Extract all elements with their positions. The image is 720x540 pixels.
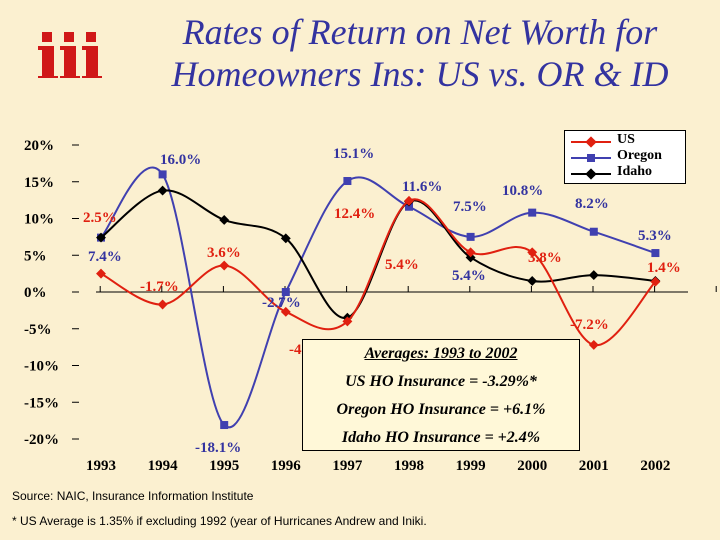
data-label: 15.1% — [333, 146, 374, 162]
footnote: * US Average is 1.35% if excluding 1992 … — [12, 514, 427, 528]
legend-label-us: US — [617, 132, 635, 147]
data-point-oregon — [651, 249, 660, 258]
data-label: 2.5% — [83, 210, 117, 226]
data-point-us — [465, 247, 476, 258]
data-label: 11.6% — [402, 179, 442, 195]
data-label: -2.7% — [262, 295, 301, 311]
x-tick-label: 1995 — [209, 458, 239, 474]
y-tick-label: -15% — [24, 395, 59, 411]
data-point-oregon — [281, 288, 290, 296]
legend-label-oregon: Oregon — [617, 148, 662, 163]
data-point-us — [219, 260, 230, 271]
y-tick-label: 5% — [24, 248, 47, 264]
data-point-us — [280, 306, 291, 317]
data-label: 7.4% — [88, 249, 122, 265]
data-point-oregon — [528, 208, 537, 217]
series-line-idaho — [100, 189, 656, 319]
x-tick-label: 1996 — [271, 458, 302, 474]
y-tick-label: 10% — [24, 212, 54, 228]
data-label: -7.2% — [570, 317, 609, 333]
data-point-oregon — [343, 177, 352, 186]
legend-label-idaho: Idaho — [617, 164, 653, 179]
data-label: 10.8% — [502, 183, 543, 199]
data-label: 3.6% — [207, 245, 241, 261]
y-tick-label: 15% — [24, 175, 54, 191]
data-label: 7.5% — [453, 199, 487, 215]
legend-marker-us — [571, 136, 611, 148]
data-point-idaho — [96, 232, 106, 243]
data-point-oregon — [466, 232, 475, 241]
data-label: -4 — [289, 342, 302, 358]
data-point-oregon — [405, 202, 413, 211]
y-tick-label: 0% — [24, 285, 47, 301]
data-point-idaho — [465, 252, 476, 263]
data-label: 5.4% — [385, 257, 419, 273]
averages-idaho: Idaho HO Insurance = +2.4% — [341, 429, 541, 446]
chart-title-line-2: Homeowners Ins: US vs. OR & ID — [171, 54, 669, 94]
legend: US Oregon Idaho — [564, 130, 686, 184]
x-tick-label: 1993 — [86, 458, 116, 474]
x-tick-label: 1998 — [394, 458, 424, 474]
averages-oregon: Oregon HO Insurance = +6.1% — [336, 401, 546, 418]
data-label: 12.4% — [334, 206, 375, 222]
y-tick-label: -10% — [24, 359, 59, 375]
data-label: 5.4% — [452, 268, 486, 284]
data-label: 3.8% — [528, 250, 562, 266]
data-point-us — [650, 276, 661, 287]
data-label: -1.7% — [140, 279, 179, 295]
chart-title-line-1: Rates of Return on Net Worth for — [182, 12, 658, 52]
data-point-oregon — [158, 170, 167, 179]
data-point-us — [527, 247, 538, 258]
data-point-oregon — [220, 421, 229, 430]
data-label: 5.3% — [638, 228, 672, 244]
data-label: 8.2% — [575, 196, 609, 212]
x-tick-label: 1994 — [148, 458, 179, 474]
iii-logo — [38, 32, 102, 78]
data-point-us — [404, 195, 414, 206]
data-label: -18.1% — [195, 440, 241, 456]
y-tick-label: -20% — [24, 432, 59, 448]
data-point-idaho — [588, 270, 599, 281]
x-tick-label: 2002 — [640, 458, 670, 474]
x-tick-label: 1999 — [456, 458, 486, 474]
x-tick-label: 2000 — [517, 458, 547, 474]
x-tick-label: 2001 — [579, 458, 609, 474]
legend-item-idaho: Idaho — [569, 164, 685, 182]
legend-marker-oregon — [571, 154, 611, 162]
y-tick-label: 20% — [24, 138, 54, 154]
averages-title: Averages: 1993 to 2002 — [364, 345, 518, 362]
data-point-us — [588, 339, 599, 350]
data-point-idaho — [527, 276, 538, 286]
source-note: Source: NAIC, Insurance Information Inst… — [12, 489, 254, 503]
series-line-oregon — [100, 166, 656, 429]
data-point-idaho — [280, 233, 291, 244]
data-point-us — [157, 299, 168, 310]
x-tick-label: 1997 — [332, 458, 363, 474]
data-label: 16.0% — [160, 152, 201, 168]
series-line-us — [100, 198, 657, 346]
data-point-us — [342, 316, 353, 327]
data-point-idaho — [157, 185, 168, 196]
y-tick-label: -5% — [24, 322, 52, 338]
data-point-us — [96, 268, 106, 279]
data-point-oregon — [589, 227, 598, 236]
legend-item-oregon: Oregon — [569, 148, 685, 166]
averages-box: Averages: 1993 to 2002 US HO Insurance =… — [302, 339, 580, 451]
legend-marker-idaho — [571, 168, 611, 180]
data-point-idaho — [219, 215, 230, 225]
data-label: 1.4% — [647, 260, 681, 276]
legend-item-us: US — [569, 132, 685, 150]
averages-us: US HO Insurance = -3.29%* — [345, 373, 537, 390]
